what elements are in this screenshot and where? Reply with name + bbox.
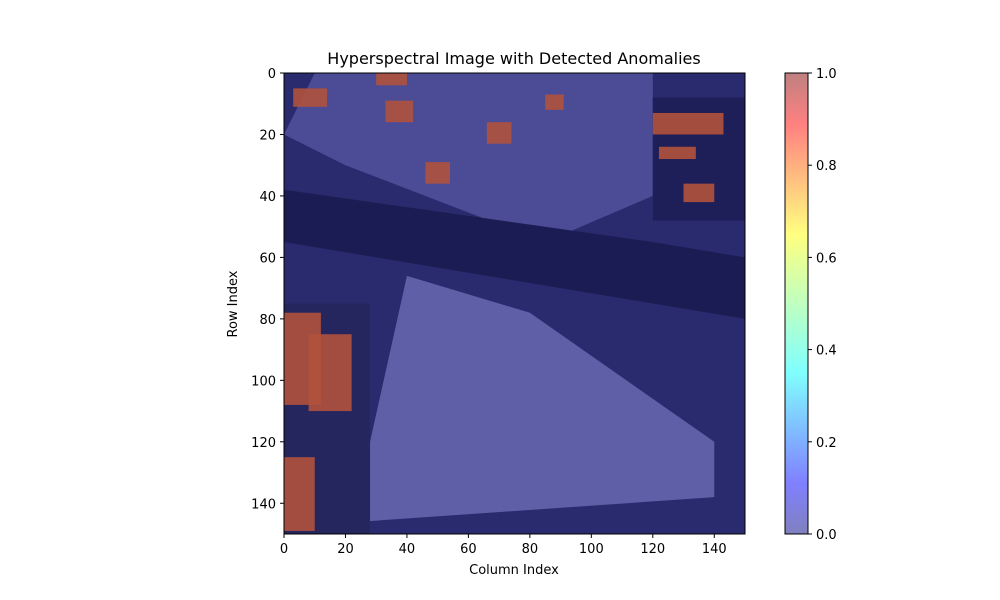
colorbar-gradient: [785, 73, 808, 534]
colorbar-tick-label: 0.2: [816, 436, 837, 451]
x-tick-label: 0: [280, 542, 288, 557]
x-axis-label: Column Index: [469, 563, 559, 578]
road: [284, 189, 745, 319]
upper-field: [284, 73, 653, 243]
anomaly-region-3: [376, 73, 407, 86]
y-tick-label: 120: [251, 436, 276, 451]
colorbar: 0.0 0.2 0.4 0.6 0.8 1.0: [784, 67, 837, 543]
anomaly-region-7: [385, 100, 414, 123]
plot-area: [283, 72, 746, 535]
anomaly-region-8: [658, 146, 696, 160]
anomaly-region-10: [308, 334, 352, 412]
y-tick-label: 140: [251, 497, 276, 512]
chart-title: Hyperspectral Image with Detected Anomal…: [327, 49, 700, 68]
x-tick-label: 140: [702, 542, 727, 557]
x-tick-label: 100: [579, 542, 604, 557]
x-tick-label: 40: [399, 542, 416, 557]
y-tick-label: 80: [259, 313, 276, 328]
anomaly-region-6: [425, 162, 450, 184]
x-tick-label: 120: [640, 542, 665, 557]
y-tick-label: 40: [259, 190, 276, 205]
x-tick-label: 20: [337, 542, 354, 557]
x-tick-label: 60: [460, 542, 477, 557]
colorbar-tick-label: 0.6: [816, 251, 837, 266]
y-tick-label: 100: [251, 374, 276, 389]
colorbar-tick-label: 0.4: [816, 344, 837, 359]
y-tick-label: 0: [268, 67, 276, 82]
anomaly-region-11: [284, 457, 315, 531]
anomaly-region-4: [486, 122, 512, 144]
anomaly-region-5: [545, 94, 564, 110]
colorbar-frame: [784, 72, 809, 535]
y-axis: 0 20 40 60 80 100 120 140: [251, 67, 284, 512]
x-tick-label: 80: [522, 542, 539, 557]
colorbar-tick-label: 0.8: [816, 159, 837, 174]
colorbar-tick-label: 1.0: [816, 67, 837, 82]
anomaly-region-2: [293, 88, 328, 107]
anomaly-region-1: [652, 112, 724, 135]
colorbar-tick-label: 0.0: [816, 528, 837, 543]
x-axis: 0 20 40 60 80 100 120 140: [280, 534, 727, 557]
y-tick-label: 20: [259, 128, 276, 143]
plot-frame: [283, 72, 746, 535]
anomaly-region-9: [683, 183, 715, 203]
y-tick-label: 60: [259, 251, 276, 266]
y-axis-label: Row Index: [226, 270, 241, 337]
lower-field: [360, 275, 715, 522]
